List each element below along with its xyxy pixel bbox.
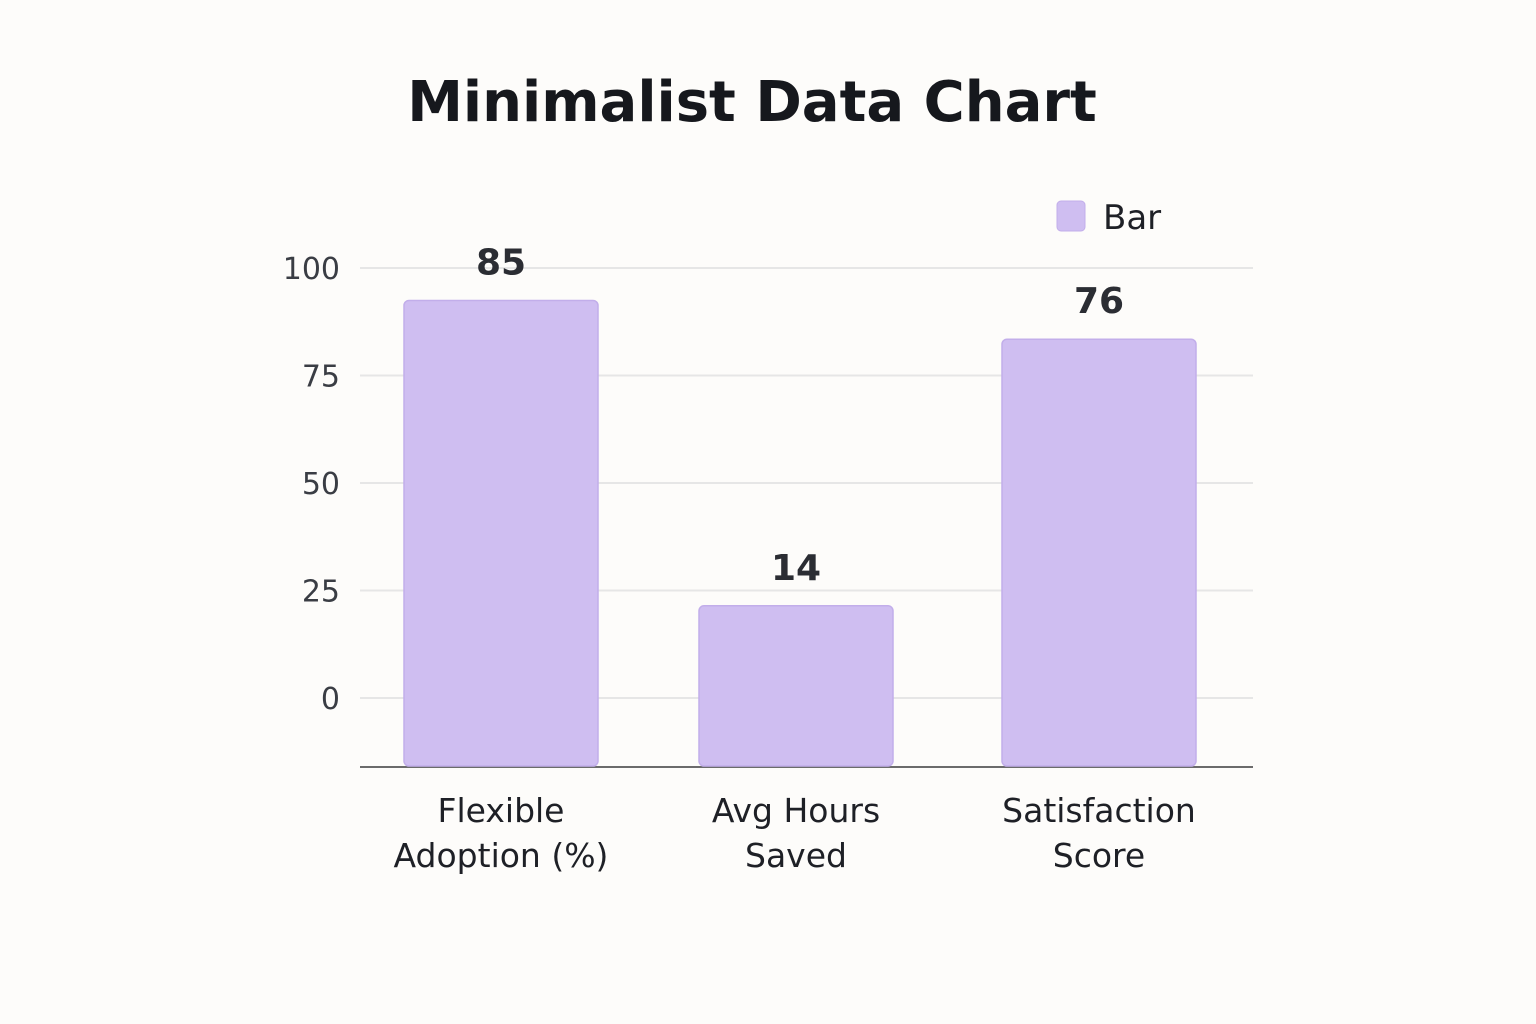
chart-title: Minimalist Data Chart xyxy=(407,70,1097,135)
legend-label: Bar xyxy=(1103,198,1161,238)
bar xyxy=(403,299,599,767)
bar xyxy=(698,605,894,767)
x-tick-label: Score xyxy=(1053,836,1145,875)
y-tick-label: 75 xyxy=(302,360,340,395)
y-tick-label: 0 xyxy=(321,682,340,717)
bar-value-label: 14 xyxy=(771,548,821,589)
bar-value-label: 76 xyxy=(1074,281,1124,322)
bar xyxy=(1001,338,1197,767)
legend-swatch xyxy=(1056,200,1086,232)
x-tick-label: Flexible xyxy=(438,791,565,830)
y-tick-label: 100 xyxy=(283,252,340,287)
y-tick-label: 25 xyxy=(302,575,340,610)
x-tick-label: Satisfaction xyxy=(1002,791,1196,830)
y-tick-label: 50 xyxy=(302,467,340,502)
bar-value-label: 85 xyxy=(476,243,526,284)
x-tick-label: Adoption (%) xyxy=(394,836,609,875)
x-tick-label: Saved xyxy=(745,836,847,875)
x-tick-label: Avg Hours xyxy=(712,791,880,830)
